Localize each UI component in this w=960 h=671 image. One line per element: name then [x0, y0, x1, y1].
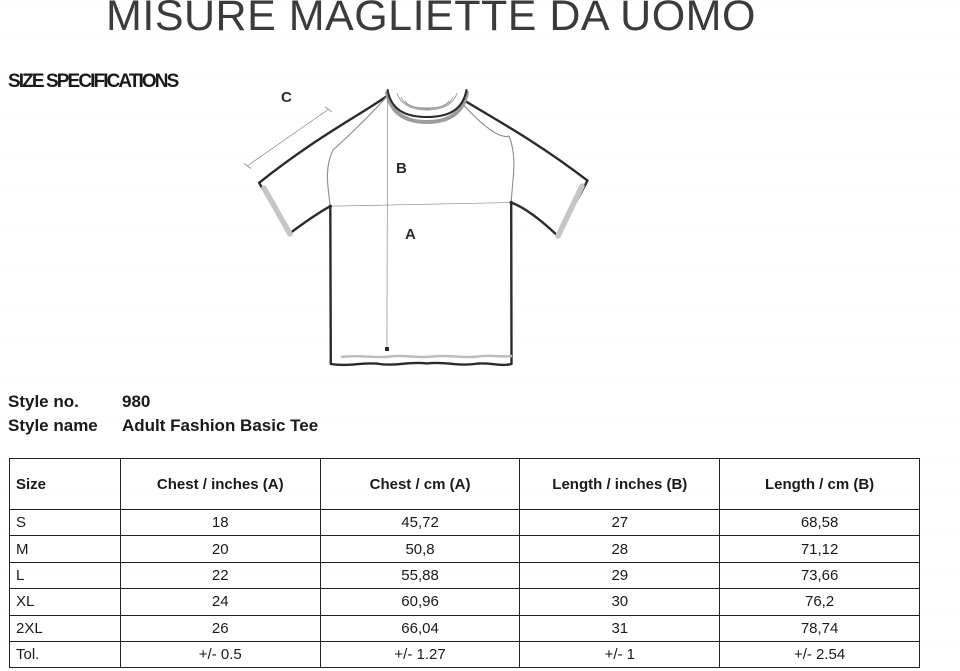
- svg-text:A: A: [405, 226, 416, 243]
- svg-text:B: B: [396, 160, 407, 177]
- svg-text:C: C: [281, 89, 292, 106]
